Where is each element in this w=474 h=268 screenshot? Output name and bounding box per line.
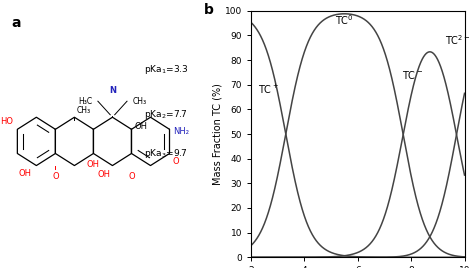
Text: TC$^0$: TC$^0$ bbox=[335, 14, 354, 28]
Text: CH₃: CH₃ bbox=[77, 106, 91, 115]
Text: pKa$_2$=7.7: pKa$_2$=7.7 bbox=[144, 108, 188, 121]
Text: pKa$_3$=9.7: pKa$_3$=9.7 bbox=[144, 147, 188, 160]
Text: pKa$_1$=3.3: pKa$_1$=3.3 bbox=[144, 64, 189, 76]
Text: N: N bbox=[109, 86, 116, 95]
Text: H₃C: H₃C bbox=[78, 97, 92, 106]
Text: O: O bbox=[173, 157, 180, 166]
Text: CH₃: CH₃ bbox=[133, 97, 147, 106]
Text: TC$^{2-}$: TC$^{2-}$ bbox=[445, 34, 471, 47]
Text: NH₂: NH₂ bbox=[173, 127, 189, 136]
Y-axis label: Mass Fraction TC (%): Mass Fraction TC (%) bbox=[212, 83, 222, 185]
Text: a: a bbox=[12, 16, 21, 30]
Text: OH: OH bbox=[97, 170, 110, 180]
Text: OH: OH bbox=[87, 160, 100, 169]
Text: HO: HO bbox=[0, 117, 13, 126]
Text: O: O bbox=[128, 172, 135, 181]
Text: TC$^-$: TC$^-$ bbox=[402, 69, 423, 81]
Text: b: b bbox=[204, 3, 214, 17]
Text: TC$^+$: TC$^+$ bbox=[258, 83, 279, 96]
Text: O: O bbox=[52, 172, 59, 181]
Text: OH: OH bbox=[135, 122, 148, 131]
Text: OH: OH bbox=[19, 169, 32, 178]
